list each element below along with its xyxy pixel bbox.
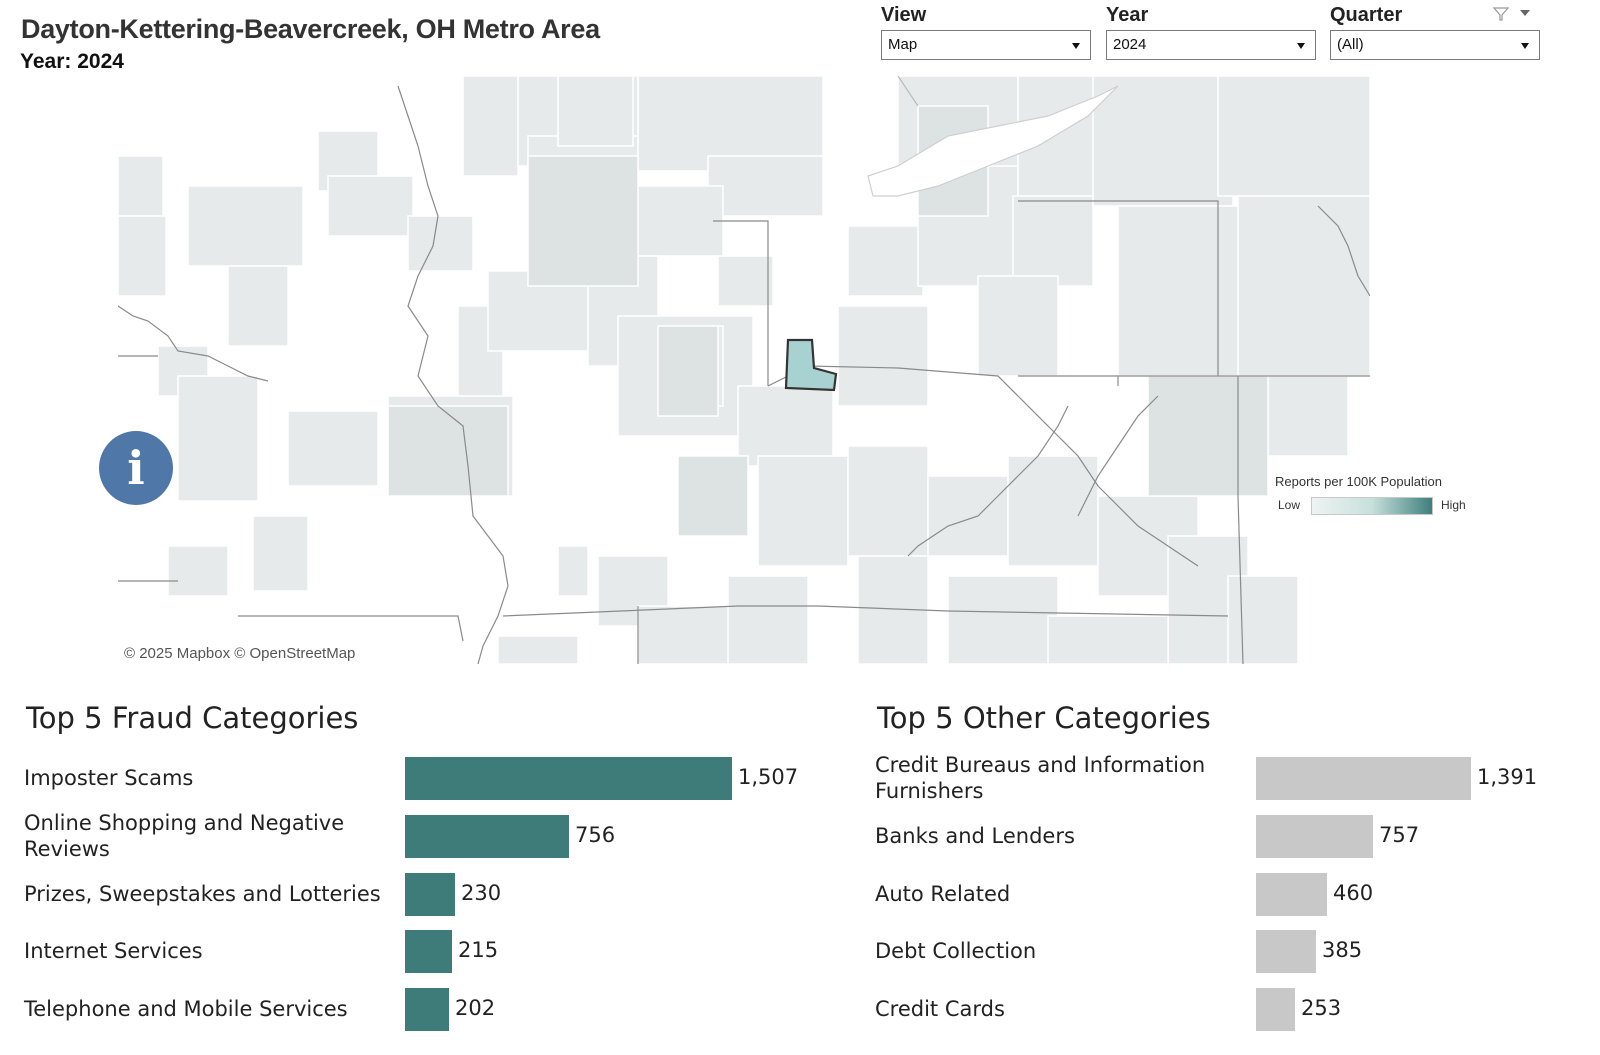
fraud-bar-value: 202 <box>455 996 496 1020</box>
filter-icon[interactable] <box>1492 6 1536 22</box>
year-select[interactable]: 2024 <box>1106 30 1316 60</box>
other-category-label: Credit Bureaus and Information Furnisher… <box>875 753 1206 803</box>
legend-high-label: High <box>1441 498 1466 512</box>
legend-low-label: Low <box>1278 498 1301 512</box>
other-bar[interactable] <box>1256 757 1471 800</box>
legend-gradient <box>1311 497 1433 515</box>
other-section-title: Top 5 Other Categories <box>877 701 1211 735</box>
year-subtitle: Year: 2024 <box>20 50 124 73</box>
fraud-bar[interactable] <box>405 930 452 973</box>
other-category-label: Debt Collection <box>875 939 1037 963</box>
chevron-down-icon <box>1297 43 1305 49</box>
other-bar[interactable] <box>1256 815 1373 858</box>
fraud-section-title: Top 5 Fraud Categories <box>26 701 359 735</box>
view-filter-label: View <box>881 4 927 26</box>
fraud-bar[interactable] <box>405 815 569 858</box>
fraud-category-label: Imposter Scams <box>24 766 194 790</box>
fraud-category-label: Internet Services <box>24 939 203 963</box>
other-bar-value: 1,391 <box>1477 765 1538 789</box>
year-filter: Year 2024 <box>1106 4 1316 60</box>
fraud-bar-value: 215 <box>458 938 499 962</box>
other-category-label: Credit Cards <box>875 997 1005 1021</box>
county-regions-darker <box>387 105 1269 537</box>
quarter-select-value: (All) <box>1337 36 1364 53</box>
fraud-bar-value: 1,507 <box>738 765 799 789</box>
map-canvas <box>118 76 1370 664</box>
fraud-bar-value: 756 <box>575 823 616 847</box>
other-bar-value: 253 <box>1301 996 1342 1020</box>
county-regions <box>118 76 1370 664</box>
state-borders <box>118 85 1370 664</box>
quarter-filter-label: Quarter <box>1330 4 1403 26</box>
fraud-bar-value: 230 <box>461 881 502 905</box>
year-filter-label: Year <box>1106 4 1149 26</box>
chevron-down-icon <box>1521 43 1529 49</box>
fraud-bar[interactable] <box>405 873 455 916</box>
chevron-down-icon <box>1072 43 1080 49</box>
view-filter: View Map <box>881 4 1091 60</box>
other-bar[interactable] <box>1256 988 1295 1031</box>
quarter-select[interactable]: (All) <box>1330 30 1540 60</box>
lake-shore <box>867 76 1119 197</box>
view-select-value: Map <box>888 36 918 53</box>
legend-title: Reports per 100K Population <box>1275 474 1442 489</box>
page-title: Dayton-Kettering-Beavercreek, OH Metro A… <box>21 14 600 44</box>
other-bar[interactable] <box>1256 930 1316 973</box>
year-select-value: 2024 <box>1113 36 1147 53</box>
fraud-category-label: Prizes, Sweepstakes and Lotteries <box>24 882 381 906</box>
quarter-filter-tools <box>1492 6 1536 22</box>
highlighted-metro-area <box>784 338 838 392</box>
other-bar-value: 757 <box>1379 823 1420 847</box>
other-bar-value: 385 <box>1322 938 1363 962</box>
other-bar[interactable] <box>1256 873 1327 916</box>
choropleth-map[interactable] <box>118 76 1370 664</box>
info-icon[interactable]: i <box>99 431 173 505</box>
fraud-bar[interactable] <box>405 757 732 800</box>
other-bar-value: 460 <box>1333 881 1374 905</box>
other-category-label: Auto Related <box>875 882 1011 906</box>
fraud-bar[interactable] <box>405 988 449 1031</box>
fraud-category-label: Telephone and Mobile Services <box>24 997 348 1021</box>
quarter-filter: Quarter (All) <box>1330 4 1540 60</box>
other-category-label: Banks and Lenders <box>875 824 1075 848</box>
view-select[interactable]: Map <box>881 30 1091 60</box>
map-attribution[interactable]: © 2025 Mapbox © OpenStreetMap <box>124 645 356 662</box>
fraud-category-label: Online Shopping and Negative Reviews <box>24 811 345 861</box>
